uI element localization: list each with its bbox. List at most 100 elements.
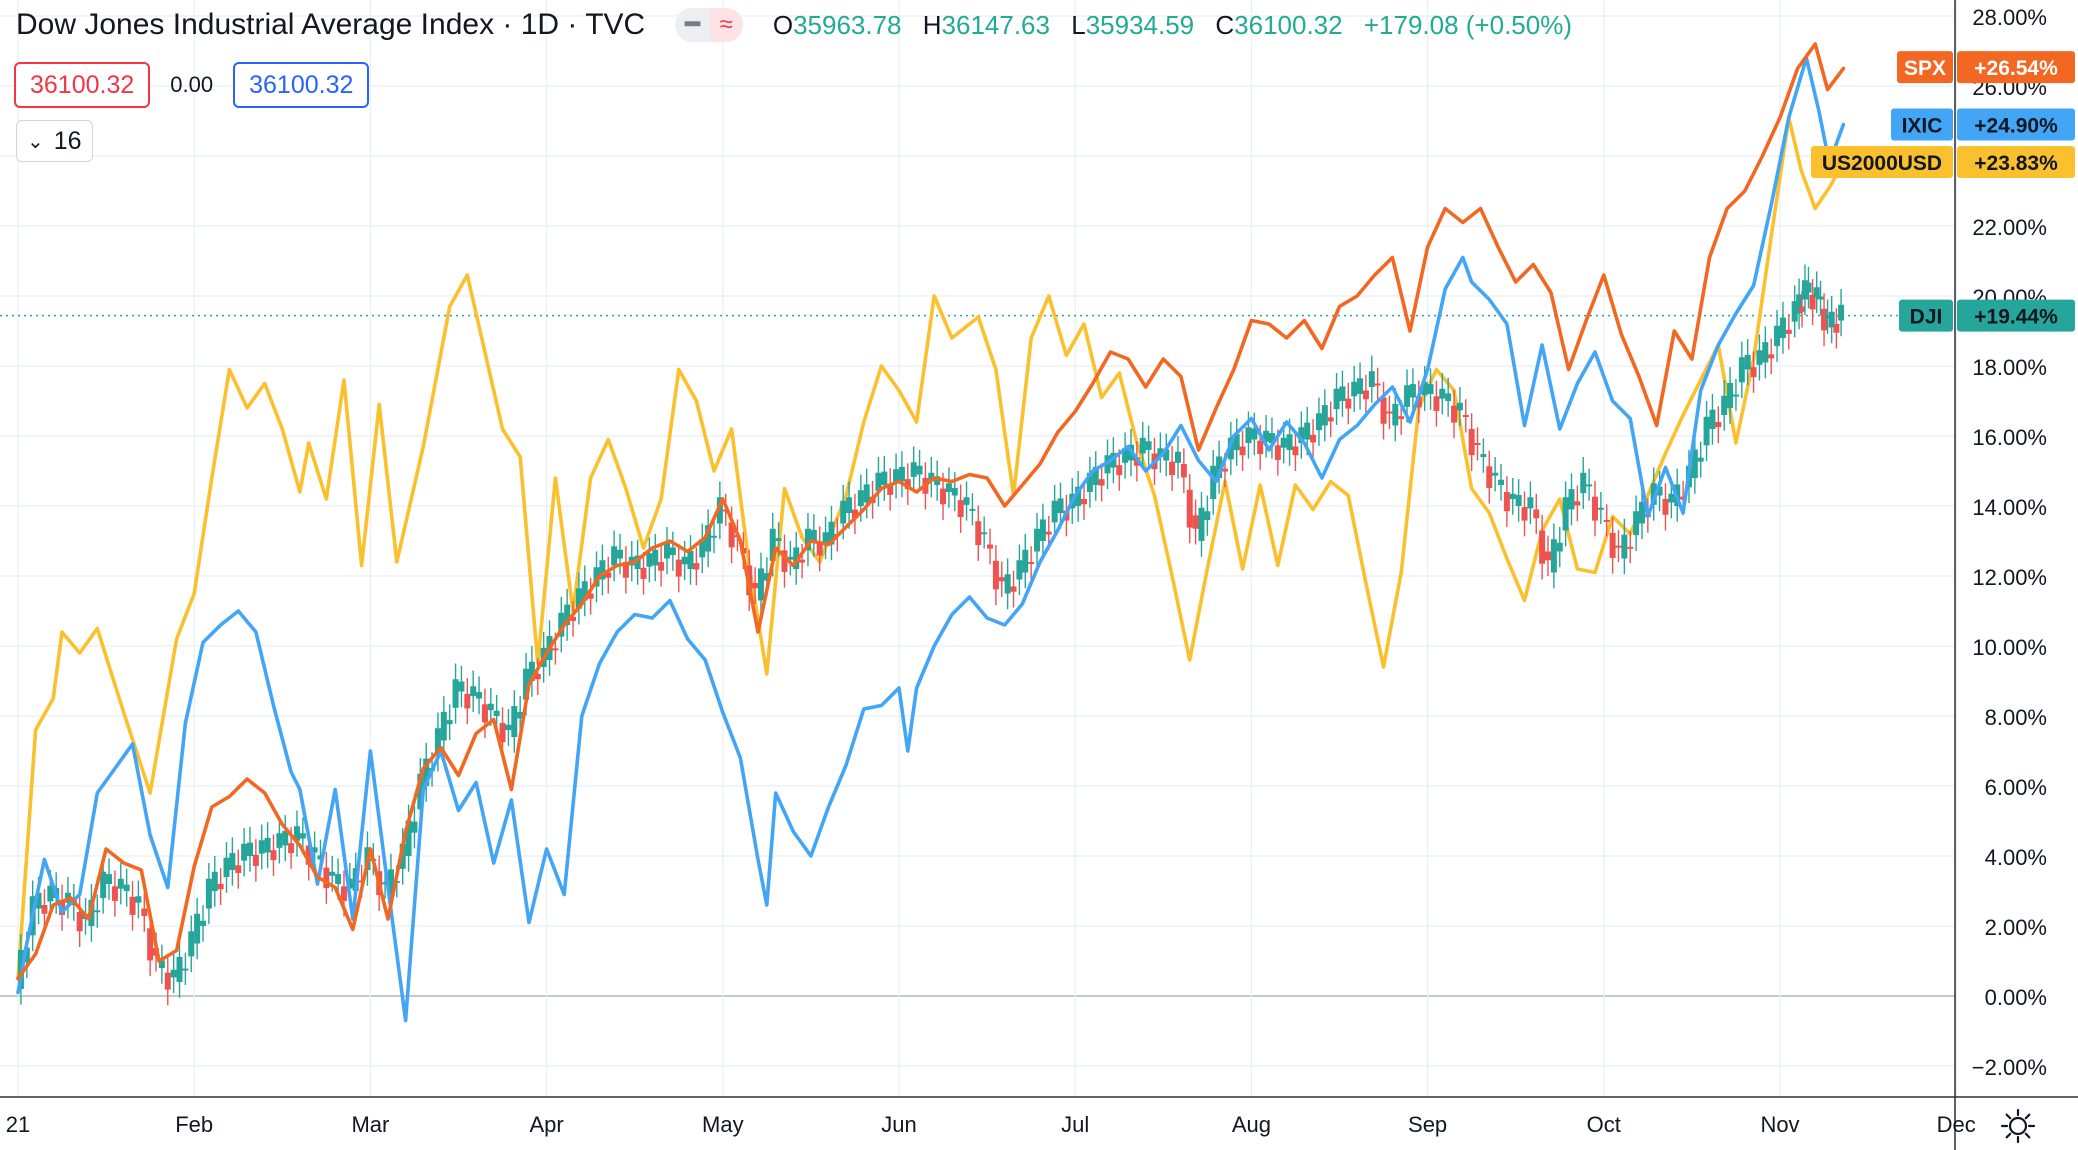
dji-candle (399, 843, 406, 869)
dji-candle (100, 871, 107, 898)
dji-candle (875, 472, 882, 491)
sun-gear-icon-ray (2024, 1132, 2031, 1139)
collapse-legend-button[interactable]: ⌄ 16 (16, 120, 93, 162)
dji-candle (1691, 449, 1698, 478)
dji-candle (1828, 311, 1835, 328)
dji-candle (1498, 479, 1505, 485)
dji-candle (1028, 562, 1035, 564)
dji-candle (881, 471, 888, 485)
dji-candle (793, 547, 800, 569)
sun-gear-icon[interactable] (2000, 1108, 2036, 1144)
y-tick-label: −2.00% (1972, 1055, 2047, 1080)
dji-candle (1785, 329, 1792, 334)
dji-candle (945, 483, 952, 492)
dji-candle (41, 905, 48, 914)
dji-candle (282, 830, 289, 846)
dji-candle (1075, 486, 1082, 506)
series-name-tag (1899, 299, 1953, 332)
series-name-label: US2000USD (1822, 152, 1942, 175)
symbol-title[interactable]: Dow Jones Industrial Average Index · 1D … (16, 8, 646, 41)
dji-candle (769, 528, 776, 561)
x-tick-label: Mar (351, 1112, 389, 1137)
series-name-label: SPX (1904, 57, 1946, 80)
dji-candle (1415, 396, 1422, 408)
dji-candle (1474, 443, 1481, 445)
dji-candle (1039, 519, 1046, 541)
dji-candle (1809, 294, 1816, 310)
dji-candle (863, 484, 870, 503)
wave-icon[interactable]: ≈ (709, 8, 743, 42)
series-line-spx (16, 42, 1846, 981)
y-tick-label: 28.00% (1972, 5, 2047, 30)
dji-candle (487, 703, 494, 711)
dji-candle (223, 857, 230, 877)
dji-candle (828, 521, 835, 545)
dji-candle (1392, 403, 1399, 426)
x-tick-label: Oct (1587, 1112, 1621, 1137)
dji-candle (1139, 437, 1146, 454)
dji-candle (211, 871, 218, 891)
dji-candle (405, 820, 412, 856)
dji-candle (887, 483, 894, 495)
dji-candle (728, 522, 735, 548)
dji-candle (1750, 367, 1757, 378)
dji-candle (117, 878, 124, 889)
dji-candle (969, 508, 976, 511)
dji-candle (893, 469, 900, 483)
dji-candle (1310, 434, 1317, 443)
dji-candle (170, 969, 177, 978)
series-value-label: +19.44% (1974, 306, 2058, 329)
dji-candle (699, 539, 706, 558)
dji-candle (1292, 446, 1299, 456)
dji-candle (1257, 440, 1264, 455)
dji-candle (129, 896, 136, 915)
y-tick-label: 6.00% (1985, 775, 2047, 800)
dji-candle (605, 572, 612, 578)
dji-candle (570, 616, 577, 621)
legend-count: 16 (53, 126, 82, 155)
buy-button[interactable]: 36100.32 (233, 62, 370, 108)
series-value-tag (1957, 51, 2075, 84)
sun-gear-icon-core (2008, 1116, 2028, 1136)
dji-candle (851, 509, 858, 519)
dji-candle (669, 547, 676, 555)
dji-candle (288, 843, 295, 854)
dji-candle (123, 884, 130, 891)
minus-icon[interactable]: ━ (685, 11, 700, 38)
series-name-tag (1811, 145, 1953, 178)
dji-candle (264, 837, 271, 853)
x-tick-label: Jul (1061, 1112, 1089, 1137)
dji-candle (323, 867, 330, 889)
dji-candle (1550, 539, 1557, 573)
dji-candle (658, 562, 665, 571)
dji-candle (440, 711, 447, 741)
dji-candle (417, 773, 424, 810)
series-value-tag (1957, 145, 2075, 178)
y-tick-label: 2.00% (1985, 915, 2047, 940)
sell-button[interactable]: 36100.32 (14, 62, 151, 108)
dji-candle (188, 931, 195, 957)
dji-candle (1398, 416, 1405, 420)
series-tag-ixic: IXIC +24.90% (1891, 108, 2075, 141)
dji-candle (1817, 296, 1824, 300)
series-tag-dji: DJI +19.44% (1899, 299, 2075, 332)
dji-candle (846, 497, 853, 513)
open-label: O (772, 9, 794, 40)
series-line-us2000usd (16, 115, 1846, 981)
dji-candle (1615, 545, 1622, 548)
dji-candle (1633, 511, 1640, 536)
dji-candle (957, 500, 964, 518)
dji-candle (1163, 449, 1170, 461)
dji-candle (1603, 520, 1610, 522)
y-tick-label: 4.00% (1985, 845, 2047, 870)
dji-candle (1799, 306, 1806, 312)
dji-candle (1427, 384, 1434, 394)
dji-candle (1380, 397, 1387, 424)
dji-candle (1339, 386, 1346, 401)
chart-header: Dow Jones Industrial Average Index · 1D … (16, 8, 1586, 42)
dji-candle (634, 555, 641, 569)
indicator-pill[interactable]: ━ ≈ (675, 8, 743, 42)
dji-candle (311, 847, 318, 853)
dji-candle (517, 711, 524, 719)
